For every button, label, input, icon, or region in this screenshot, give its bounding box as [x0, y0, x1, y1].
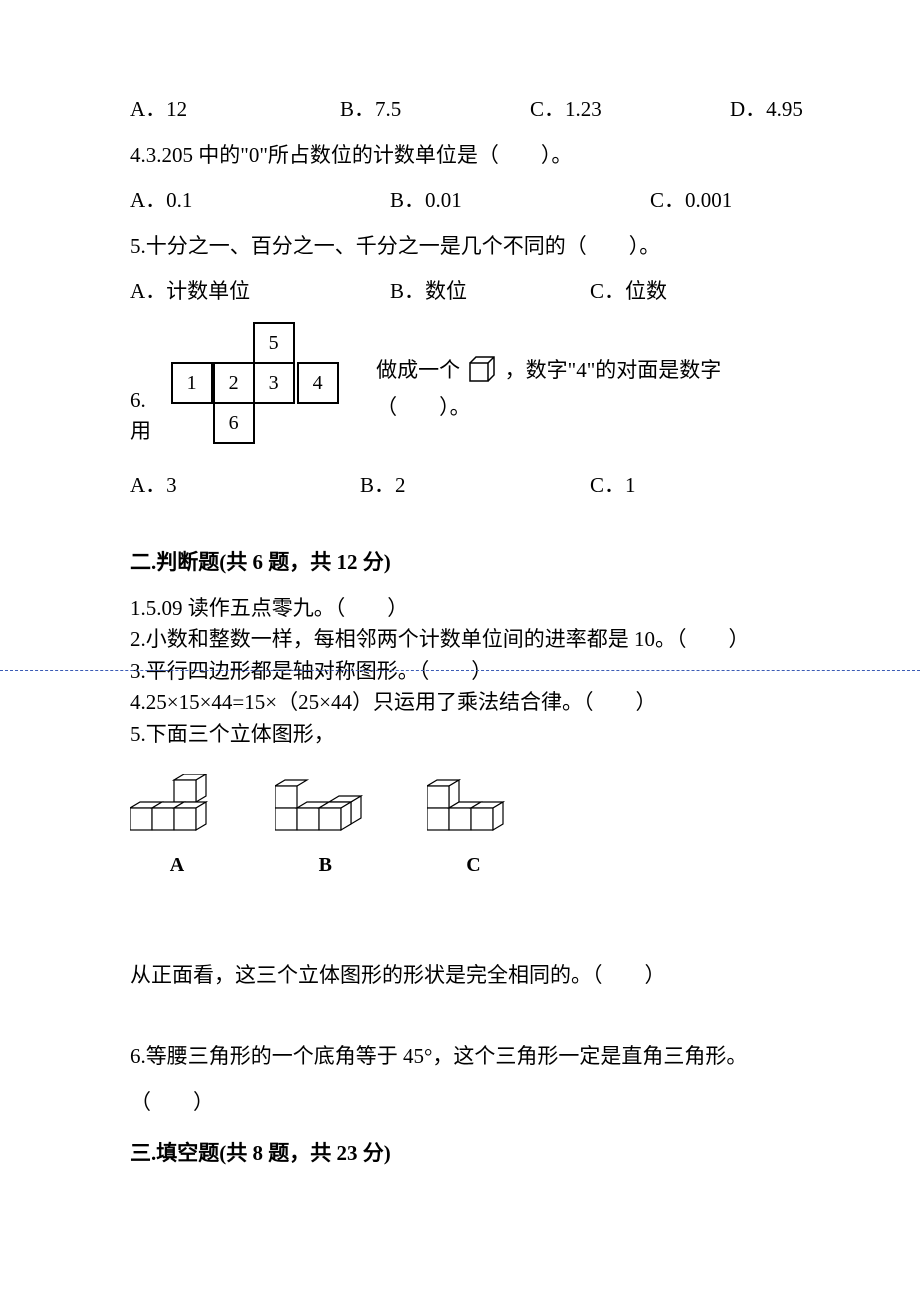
tf-6b: （ ）: [130, 1087, 790, 1119]
q3-opt-a: A．12: [130, 94, 340, 126]
q5-opt-c: C．位数: [590, 276, 667, 308]
solid-figure: A B: [130, 774, 790, 880]
q3-options: A．12 B．7.5 C．1.23 D．4.95: [130, 94, 790, 126]
tf-2: 2.小数和整数一样，每相邻两个计数单位间的进率都是 10。（ ）: [130, 624, 790, 656]
solid-c-label: C: [427, 850, 521, 880]
tf-5: 5.下面三个立体图形，: [130, 719, 790, 751]
q3-opt-b: B．7.5: [340, 94, 530, 126]
q6-stem: 6.用 5 1 2 3 4 6 做成一个 ，数字"4"的对面是数字（ ）。: [130, 322, 790, 448]
q6-opt-b: B．2: [360, 470, 590, 502]
solid-c: C: [427, 774, 521, 880]
tf-3: 3.平行四边形都是轴对称图形。（ ）: [130, 656, 790, 688]
solid-a-label: A: [130, 850, 224, 880]
net-cell-5: 5: [253, 322, 295, 364]
solid-b-label: B: [275, 850, 375, 880]
q6-mid: 做成一个: [376, 358, 460, 382]
tf-1: 1.5.09 读作五点零九。（ ）: [130, 593, 790, 625]
q5-options: A．计数单位 B．数位 C．位数: [130, 276, 790, 308]
solid-b: B: [275, 774, 375, 880]
q5-opt-b: B．数位: [390, 276, 590, 308]
q3-opt-d: D．4.95: [730, 94, 803, 126]
q4-opt-b: B．0.01: [390, 185, 650, 217]
q4-options: A．0.1 B．0.01 C．0.001: [130, 185, 790, 217]
q6-opt-a: A．3: [130, 470, 360, 502]
net-cell-4: 4: [297, 362, 339, 404]
q3-opt-c: C．1.23: [530, 94, 730, 126]
net-cell-3: 3: [253, 362, 295, 404]
section3-title: 三.填空题(共 8 题，共 23 分): [130, 1138, 790, 1170]
net-cell-2: 2: [213, 362, 255, 404]
q6-pre: 6.用: [130, 385, 165, 448]
cube-icon: [467, 355, 497, 393]
q4-stem: 4.3.205 中的"0"所占数位的计数单位是（ ）。: [130, 140, 790, 172]
tf-6a: 6.等腰三角形的一个底角等于 45°，这个三角形一定是直角三角形。: [130, 1041, 790, 1073]
q5-stem: 5.十分之一、百分之一、千分之一是几个不同的（ ）。: [130, 231, 790, 263]
q5-opt-a: A．计数单位: [130, 276, 390, 308]
cube-net-diagram: 5 1 2 3 4 6: [171, 322, 371, 448]
net-cell-6: 6: [213, 402, 255, 444]
solid-a: A: [130, 774, 224, 880]
q4-opt-c: C．0.001: [650, 185, 732, 217]
q6-opt-c: C．1: [590, 470, 636, 502]
tf-5-tail: 从正面看，这三个立体图形的形状是完全相同的。（ ）: [130, 960, 790, 992]
tf-4: 4.25×15×44=15×（25×44）只运用了乘法结合律。（ ）: [130, 687, 790, 719]
section2-title: 二.判断题(共 6 题，共 12 分): [130, 547, 790, 579]
q4-opt-a: A．0.1: [130, 185, 390, 217]
net-cell-1: 1: [171, 362, 213, 404]
q6-options: A．3 B．2 C．1: [130, 470, 790, 502]
page-divider: [0, 670, 920, 671]
